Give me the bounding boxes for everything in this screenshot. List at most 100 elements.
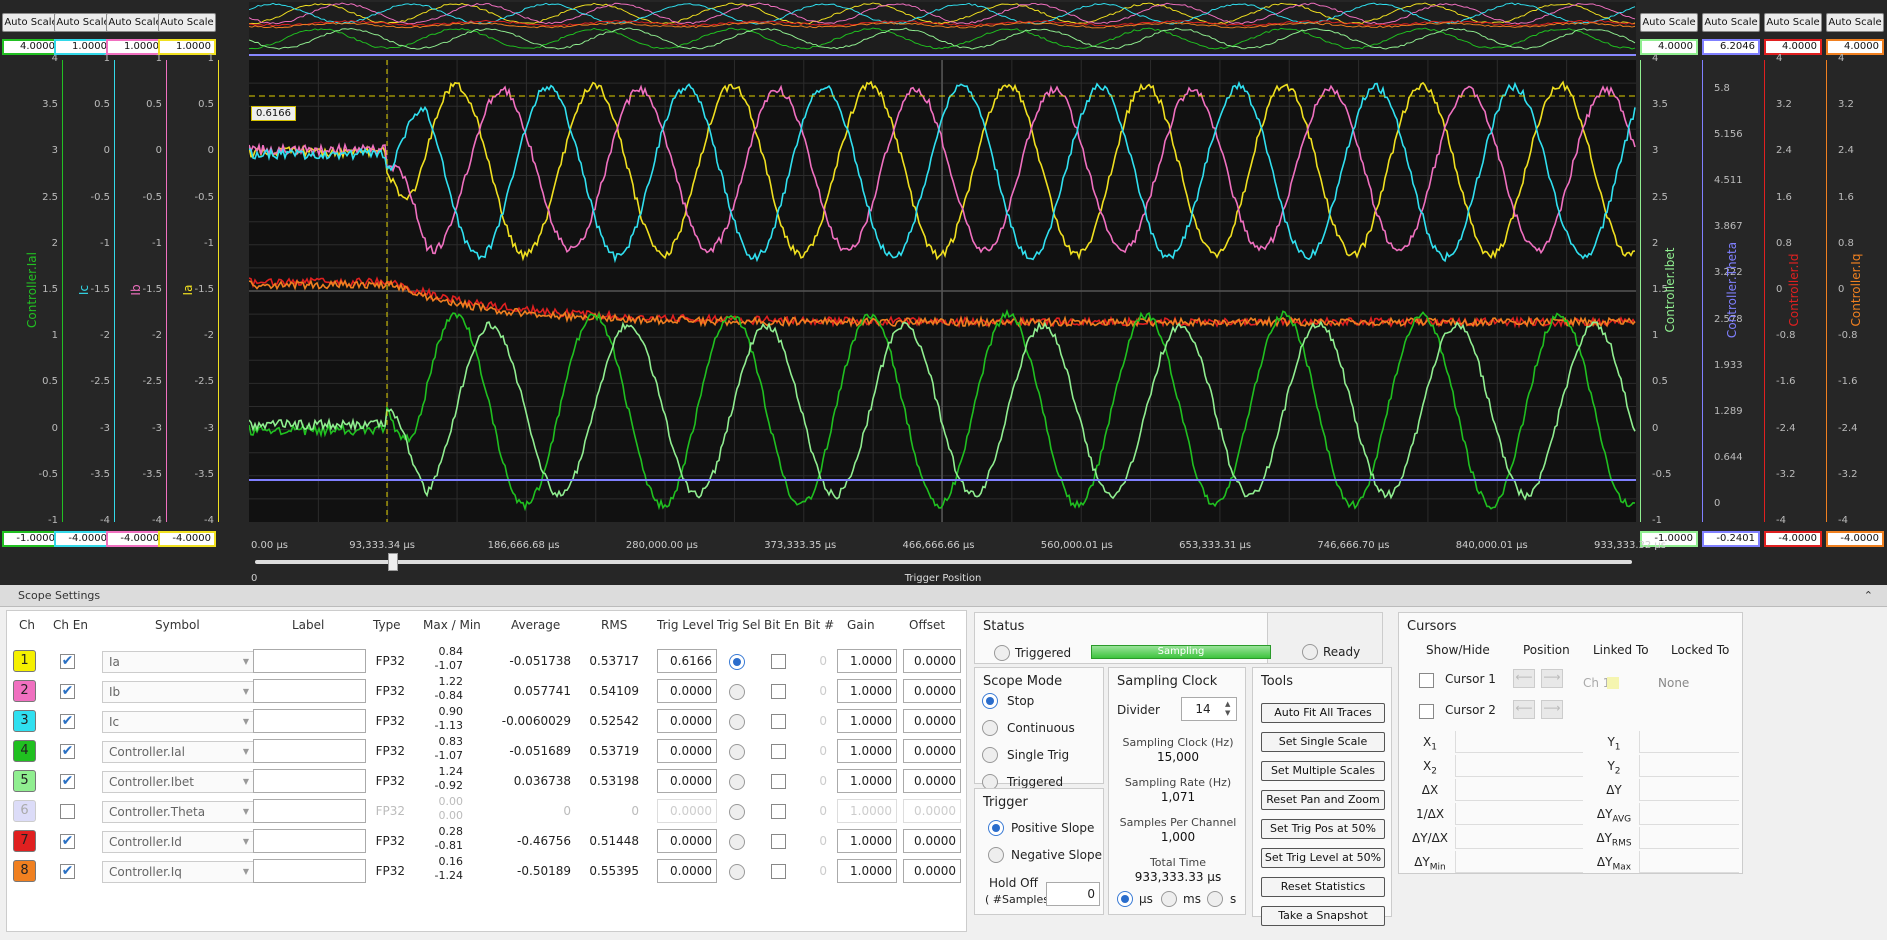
auto-scale-button[interactable]: Auto Scale — [106, 13, 164, 32]
gain-input[interactable]: 1.0000 — [837, 799, 897, 823]
channel-enable-checkbox[interactable]: ✔ — [60, 863, 75, 879]
gain-input[interactable]: 1.0000 — [837, 679, 897, 703]
cursor1-locked[interactable]: None — [1658, 676, 1690, 690]
scope-mode-radio[interactable] — [982, 720, 998, 736]
auto-scale-button[interactable]: Auto Scale — [1640, 13, 1698, 32]
label-input[interactable] — [253, 679, 366, 703]
auto-scale-button[interactable]: Auto Scale — [54, 13, 112, 32]
channel-number[interactable]: 1 — [13, 650, 36, 672]
trig-sel-radio[interactable] — [729, 804, 745, 820]
cursor2-right-arrow-icon[interactable]: ⟶ — [1541, 700, 1563, 719]
trig-sel-radio[interactable] — [729, 744, 745, 760]
label-input[interactable] — [253, 799, 366, 823]
unit-us-radio[interactable] — [1117, 891, 1133, 907]
channel-enable-checkbox[interactable]: ✔ — [60, 653, 75, 669]
axis-max-input[interactable]: 4.0000 — [2, 39, 60, 55]
unit-s-radio[interactable] — [1207, 891, 1223, 907]
tool-button[interactable]: Set Trig Level at 50% — [1261, 848, 1385, 868]
trig-level-input[interactable]: 0.0000 — [657, 739, 717, 763]
channel-number[interactable]: 2 — [13, 680, 36, 702]
trig-sel-radio[interactable] — [729, 834, 745, 850]
trig-level-input[interactable]: 0.6166 — [657, 649, 717, 673]
tool-button[interactable]: Set Trig Pos at 50% — [1261, 819, 1385, 839]
cursor2-left-arrow-icon[interactable]: ⟵ — [1513, 700, 1535, 719]
auto-scale-button[interactable]: Auto Scale — [1764, 13, 1822, 32]
plot-area[interactable] — [249, 60, 1636, 522]
divider-spinner-icon[interactable]: ▲ ▼ — [1225, 700, 1231, 717]
bit-en-checkbox[interactable] — [771, 834, 786, 849]
bit-en-checkbox[interactable] — [771, 864, 786, 879]
offset-input[interactable]: 0.0000 — [903, 799, 961, 823]
channel-number[interactable]: 5 — [13, 770, 36, 792]
auto-scale-button[interactable]: Auto Scale — [1702, 13, 1760, 32]
axis-max-input[interactable]: 4.0000 — [1826, 39, 1884, 55]
trig-level-input[interactable]: 0.0000 — [657, 679, 717, 703]
cursor1-left-arrow-icon[interactable]: ⟵ — [1513, 669, 1535, 688]
auto-scale-button[interactable]: Auto Scale — [2, 13, 60, 32]
trig-sel-radio[interactable] — [729, 864, 745, 880]
bit-en-checkbox[interactable] — [771, 714, 786, 729]
trig-level-input[interactable]: 0.0000 — [657, 709, 717, 733]
trig-level-input[interactable]: 0.0000 — [657, 829, 717, 853]
symbol-select[interactable]: Ic ▼ — [102, 711, 254, 733]
offset-input[interactable]: 0.0000 — [903, 739, 961, 763]
trig-sel-radio[interactable] — [729, 684, 745, 700]
bit-en-checkbox[interactable] — [771, 744, 786, 759]
label-input[interactable] — [253, 709, 366, 733]
bit-en-checkbox[interactable] — [771, 654, 786, 669]
axis-min-input[interactable]: -1.0000 — [1640, 531, 1698, 547]
symbol-select[interactable]: Controller.Ibet ▼ — [102, 771, 254, 793]
channel-enable-checkbox[interactable]: ✔ — [60, 773, 75, 789]
offset-input[interactable]: 0.0000 — [903, 649, 961, 673]
positive-slope-radio[interactable] — [988, 820, 1004, 836]
symbol-select[interactable]: Controller.Id ▼ — [102, 831, 254, 853]
tool-button[interactable]: Reset Statistics — [1261, 877, 1385, 897]
axis-max-input[interactable]: 4.0000 — [1640, 39, 1698, 55]
axis-max-input[interactable]: 6.2046 — [1702, 39, 1760, 55]
auto-scale-button[interactable]: Auto Scale — [1826, 13, 1884, 32]
axis-min-input[interactable]: -1.0000 — [2, 531, 60, 547]
trig-level-input[interactable]: 0.0000 — [657, 769, 717, 793]
tool-button[interactable]: Set Single Scale — [1261, 732, 1385, 752]
trigger-position-slider[interactable] — [255, 560, 1632, 564]
offset-input[interactable]: 0.0000 — [903, 859, 961, 883]
channel-enable-checkbox[interactable]: ✔ — [60, 743, 75, 759]
axis-min-input[interactable]: -4.0000 — [1826, 531, 1884, 547]
overview-strip[interactable] — [249, 2, 1636, 56]
axis-max-input[interactable]: 1.0000 — [158, 39, 216, 55]
label-input[interactable] — [253, 829, 366, 853]
channel-number[interactable]: 3 — [13, 710, 36, 732]
tool-button[interactable]: Set Multiple Scales — [1261, 761, 1385, 781]
axis-max-input[interactable]: 4.0000 — [1764, 39, 1822, 55]
cursor1-linked[interactable]: Ch 1 — [1583, 676, 1611, 690]
trigger-level-tag[interactable]: 0.6166 — [251, 106, 296, 121]
cursor1-checkbox[interactable] — [1419, 673, 1434, 688]
offset-input[interactable]: 0.0000 — [903, 679, 961, 703]
channel-number[interactable]: 7 — [13, 830, 36, 852]
bit-en-checkbox[interactable] — [771, 684, 786, 699]
channel-number[interactable]: 6 — [13, 800, 36, 822]
offset-input[interactable]: 0.0000 — [903, 709, 961, 733]
unit-ms-radio[interactable] — [1161, 891, 1177, 907]
axis-min-input[interactable]: -0.2401 — [1702, 531, 1760, 547]
gain-input[interactable]: 1.0000 — [837, 739, 897, 763]
slider-thumb[interactable] — [388, 553, 398, 571]
divider-input[interactable]: 14 — [1181, 697, 1237, 721]
channel-enable-checkbox[interactable]: ✔ — [60, 683, 75, 699]
scope-settings-bar[interactable]: Scope Settings ⌃ — [0, 585, 1887, 607]
offset-input[interactable]: 0.0000 — [903, 829, 961, 853]
channel-enable-checkbox[interactable] — [60, 804, 75, 819]
cursor2-checkbox[interactable] — [1419, 704, 1434, 719]
gain-input[interactable]: 1.0000 — [837, 769, 897, 793]
gain-input[interactable]: 1.0000 — [837, 649, 897, 673]
offset-input[interactable]: 0.0000 — [903, 769, 961, 793]
symbol-select[interactable]: Controller.Iq ▼ — [102, 861, 254, 883]
symbol-select[interactable]: Controller.Theta ▼ — [102, 801, 254, 823]
gain-input[interactable]: 1.0000 — [837, 859, 897, 883]
negative-slope-radio[interactable] — [988, 847, 1004, 863]
symbol-select[interactable]: Ia ▼ — [102, 651, 254, 673]
holdoff-input[interactable]: 0 — [1046, 882, 1100, 906]
axis-min-input[interactable]: -4.0000 — [158, 531, 216, 547]
channel-number[interactable]: 4 — [13, 740, 36, 762]
label-input[interactable] — [253, 649, 366, 673]
